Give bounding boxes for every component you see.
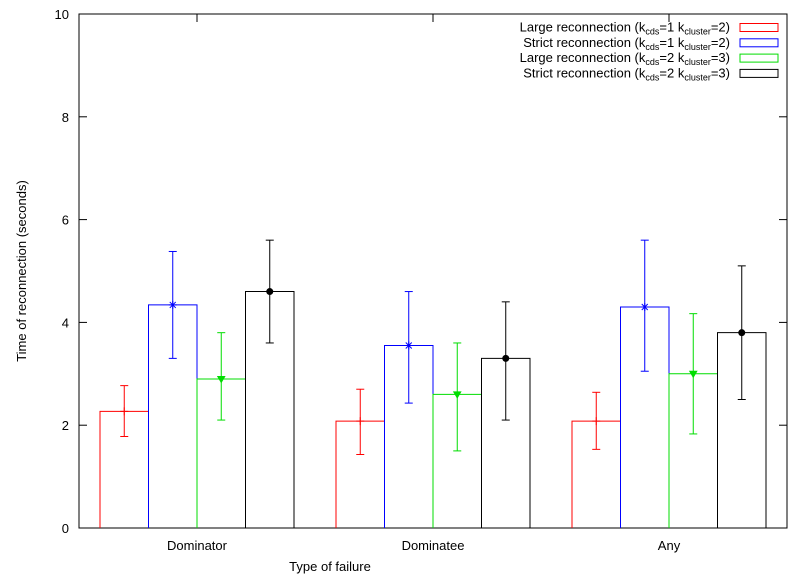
marker-s2-c1 bbox=[452, 391, 462, 399]
marker-s0-c2 bbox=[592, 417, 601, 426]
legend-label-part: =2) bbox=[711, 35, 730, 50]
legend-label-part: Large reconnection (k bbox=[520, 50, 646, 65]
x-axis: Dominator Dominatee Any bbox=[167, 14, 681, 553]
marker-s1-c1 bbox=[404, 341, 413, 350]
legend-label-1: Strict reconnection (kcds=1 kcluster=2) bbox=[523, 35, 730, 52]
y-axis-label: Time of reconnection (seconds) bbox=[14, 180, 29, 362]
legend-label-part: =3) bbox=[711, 50, 730, 65]
marker-s2-c0 bbox=[216, 375, 226, 384]
x-tick-label-1: Dominatee bbox=[402, 538, 465, 553]
legend-label-0: Large reconnection (kcds=1 kcluster=2) bbox=[520, 20, 730, 37]
y-tick-label-4: 8 bbox=[62, 110, 69, 125]
legend-label-part: =2 k bbox=[659, 65, 684, 80]
marker-s3-c2 bbox=[738, 329, 746, 337]
marker-s3-c0 bbox=[266, 288, 274, 296]
legend-label-part: cds bbox=[645, 42, 660, 52]
legend-label-part: =1 k bbox=[659, 35, 684, 50]
y-tick-label-1: 2 bbox=[62, 418, 69, 433]
legend-label-part: cds bbox=[645, 27, 660, 37]
legend-label-part: =1 k bbox=[659, 20, 684, 35]
legend-swatch-1 bbox=[739, 38, 779, 48]
legend-label-3: Strict reconnection (kcds=2 kcluster=3) bbox=[523, 65, 730, 82]
marker-s3-c1 bbox=[502, 354, 510, 362]
legend-label-part: cluster bbox=[684, 57, 711, 67]
y-axis: 0 2 4 6 8 10 bbox=[55, 7, 787, 536]
legend-label-part: cluster bbox=[684, 72, 711, 82]
legend-label-part: Large reconnection (k bbox=[520, 20, 646, 35]
legend-swatch-2 bbox=[739, 53, 779, 63]
legend-label-part: cluster bbox=[684, 42, 711, 52]
legend-label-part: Strict reconnection (k bbox=[523, 35, 646, 50]
legend-label-part: cds bbox=[645, 72, 660, 82]
x-tick-label-2: Any bbox=[658, 538, 681, 553]
legend-label-part: =3) bbox=[711, 65, 730, 80]
y-tick-label-2: 4 bbox=[62, 315, 69, 330]
legend-swatch-0 bbox=[739, 23, 779, 32]
marker-s2-c2 bbox=[688, 370, 698, 379]
legend-label-part: =2 k bbox=[659, 50, 684, 65]
legend-label-part: Strict reconnection (k bbox=[523, 65, 646, 80]
marker-s1-c2 bbox=[640, 302, 649, 311]
legend-label-2: Large reconnection (kcds=2 kcluster=3) bbox=[520, 50, 730, 67]
legend: Large reconnection (kcds=1 kcluster=2)St… bbox=[520, 20, 779, 82]
x-axis-label: Type of failure bbox=[289, 559, 371, 574]
marker-s0-c0 bbox=[120, 407, 129, 416]
bars bbox=[99, 291, 767, 528]
legend-label-part: cds bbox=[645, 57, 660, 67]
y-tick-label-5: 10 bbox=[55, 7, 69, 22]
legend-swatch-3 bbox=[739, 68, 779, 78]
x-tick-label-0: Dominator bbox=[167, 538, 228, 553]
y-tick-label-3: 6 bbox=[62, 213, 69, 228]
legend-label-part: =2) bbox=[711, 20, 730, 35]
marker-s1-c0 bbox=[168, 300, 177, 309]
error-bars bbox=[120, 239, 746, 455]
legend-label-part: cluster bbox=[684, 27, 711, 37]
y-tick-label-0: 0 bbox=[62, 521, 69, 536]
marker-s0-c1 bbox=[356, 417, 365, 426]
